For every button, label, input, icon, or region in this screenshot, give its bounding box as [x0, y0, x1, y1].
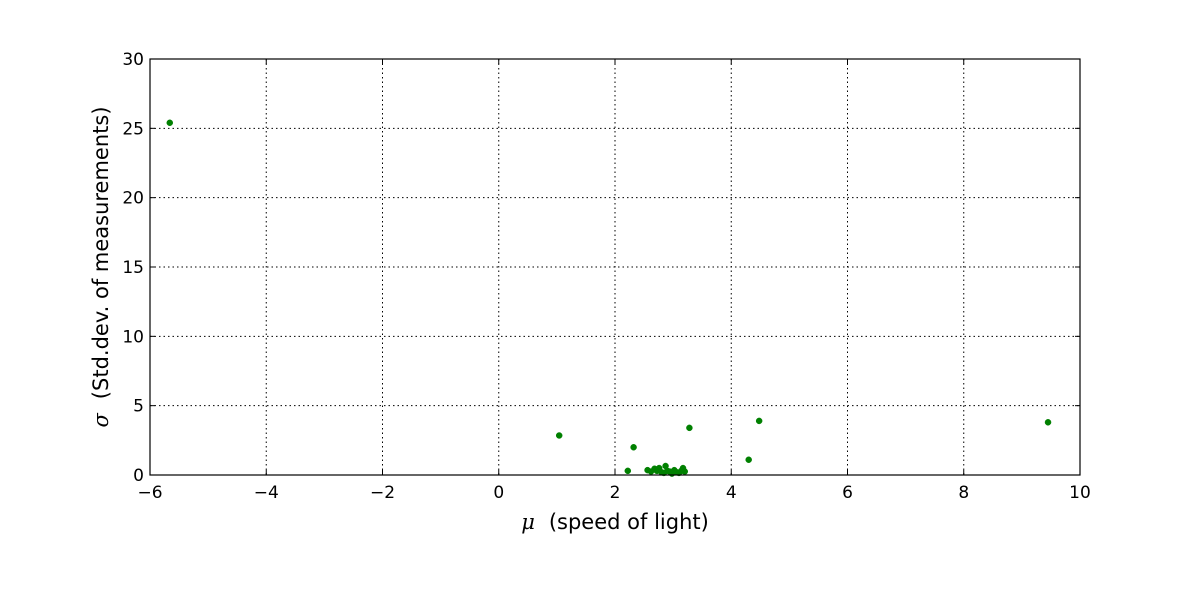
data-point	[624, 467, 632, 475]
x-axis-label: μ (speed of light)	[521, 510, 709, 534]
x-tick-label: 2	[610, 483, 621, 503]
data-point	[630, 444, 637, 451]
y-tick-label: 0	[133, 466, 144, 486]
x-axis-symbol: μ	[521, 510, 535, 534]
y-tick-label: 30	[122, 50, 144, 70]
y-tick-label: 10	[122, 327, 144, 347]
data-point	[686, 424, 693, 432]
x-tick-label: 4	[726, 483, 737, 503]
y-axis-symbol: σ	[89, 413, 113, 428]
data-point	[745, 456, 752, 463]
y-tick-label: 25	[122, 119, 144, 139]
y-axis-text: (Std.dev. of measurements)	[89, 106, 113, 399]
x-tick-label: 0	[493, 483, 504, 503]
tick-marks	[149, 58, 1081, 476]
data-point	[755, 417, 763, 425]
x-tick-label: −4	[254, 483, 279, 503]
x-tick-label: −6	[137, 483, 162, 503]
x-axis-text: (speed of light)	[549, 510, 709, 534]
x-tick-label: −2	[370, 483, 395, 503]
y-axis-label: σ (Std.dev. of measurements)	[89, 106, 113, 427]
y-tick-label: 15	[122, 258, 144, 278]
y-tick-label: 5	[133, 397, 144, 417]
x-tick-label: 6	[842, 483, 853, 503]
data-point	[1044, 419, 1052, 426]
y-tick-label: 20	[122, 189, 144, 209]
y-tick-labels: 0 5 10 15 20 25 30	[122, 50, 144, 486]
data-point	[166, 119, 174, 127]
data-point	[555, 432, 563, 439]
x-tick-label: 8	[958, 483, 969, 503]
data-point	[681, 468, 688, 475]
x-tick-labels: −6 −4 −2 0 2 4 6 8 10	[137, 483, 1090, 503]
x-tick-label: 10	[1069, 483, 1091, 503]
grid	[150, 59, 1080, 475]
data-points	[166, 119, 1052, 477]
